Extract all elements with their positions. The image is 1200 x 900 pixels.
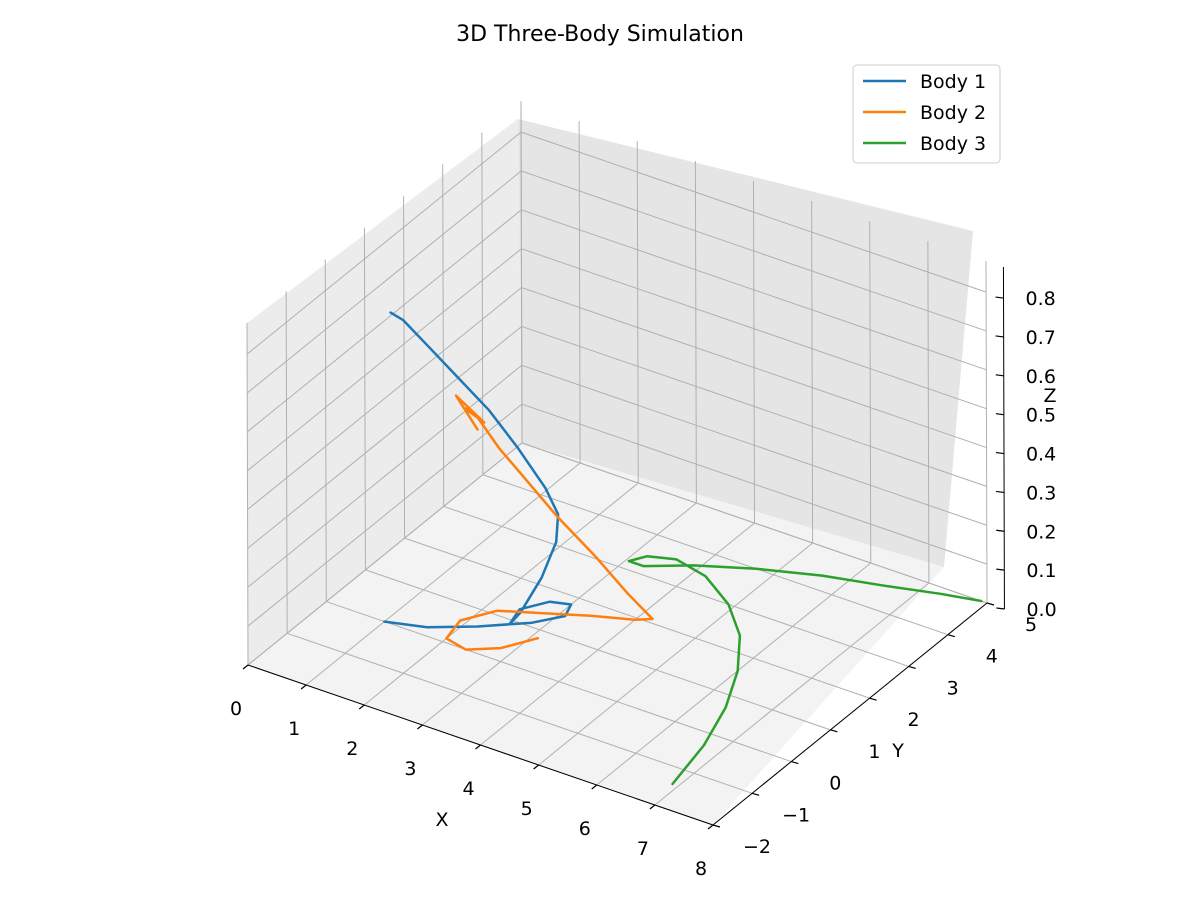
grid-line-z-6 [247,209,987,433]
x-tick-mark-1 [300,684,307,690]
x-tick-label-1: 1 [288,718,300,740]
x-tick-label-0: 0 [230,698,242,720]
axis-labels: X Y Z [435,385,1056,831]
z-tick-mark-8 [995,296,1004,299]
y-tick-label-0: −2 [743,836,771,858]
y-tick-label-5: 3 [947,677,959,699]
chart-title: 3D Three-Body Simulation [456,22,744,47]
z-tick-mark-4 [995,451,1005,455]
x-axis-label: X [435,809,448,831]
grid-line-z-1 [247,403,988,627]
grid-line-z-2 [247,364,987,588]
x-tick-mark-0 [242,664,249,670]
z-tick-label-7: 0.7 [1026,327,1056,349]
z-tick-label-0: 0.0 [1026,599,1056,621]
y-tick-mark-5 [908,665,916,670]
y-tick-mark-6 [947,634,956,638]
z-tick-mark-1 [996,568,1005,571]
x-tick-label-8: 8 [695,858,707,880]
y-tick-label-1: −1 [782,804,810,826]
grid-line-z-8 [246,131,987,355]
y-axis-line [712,602,988,826]
x-tick-mark-4 [475,744,481,750]
y-tick-label-2: 0 [829,773,841,795]
grid-line-z-0 [247,442,988,666]
z-axis-label: Z [1043,385,1056,407]
legend: Body 1 Body 2 Body 3 [852,64,1001,164]
grid-line-z-4 [247,286,987,510]
x-tick-label-7: 7 [637,838,649,860]
axes [242,266,1005,830]
y-tick-mark-4 [869,697,877,701]
series-line-body-1 [383,311,573,629]
z-tick-mark-7 [995,335,1004,338]
x-tick-mark-5 [533,764,539,770]
y-tick-label-4: 2 [908,709,920,731]
x-tick-label-3: 3 [404,758,416,780]
z-tick-mark-6 [995,374,1004,377]
z-tick-mark-3 [996,490,1005,494]
back-pane [518,119,973,567]
y-tick-mark-7 [986,602,995,606]
x-tick-mark-6 [591,784,598,790]
grid-line-z-5 [247,248,987,472]
grid-line-z-7 [246,170,987,394]
y-tick-mark-1 [751,792,760,796]
x-tick-label-2: 2 [346,738,358,760]
y-axis-label: Y [891,740,904,762]
series-lines [383,311,983,786]
x-tick-label-4: 4 [462,778,474,800]
x-tick-mark-8 [707,824,714,830]
z-tick-label-8: 0.8 [1026,288,1056,310]
x-tick-mark-7 [649,804,656,810]
axis-panes [247,119,973,825]
series-line-body-2 [445,394,654,651]
legend-label-body-2: Body 2 [920,102,986,124]
y-tick-label-3: 1 [868,741,880,763]
x-tick-label-6: 6 [579,818,591,840]
z-tick-label-4: 0.4 [1026,444,1056,466]
z-tick-mark-5 [995,413,1004,416]
z-tick-label-3: 0.3 [1026,482,1056,504]
z-tick-label-1: 0.1 [1026,560,1056,582]
z-tick-mark-2 [996,529,1005,532]
y-tick-label-7: 5 [1025,614,1037,636]
left-pane [247,119,522,665]
legend-label-body-3: Body 3 [920,133,986,155]
legend-label-body-1: Body 1 [920,71,986,93]
series-line-body-3 [627,554,983,786]
z-axis-line [1002,266,1005,610]
z-tick-label-6: 0.6 [1026,366,1056,388]
x-tick-mark-2 [358,704,365,710]
y-tick-mark-2 [791,760,799,765]
z-tick-label-2: 0.2 [1026,521,1056,543]
y-tick-label-6: 4 [986,646,998,668]
y-tick-mark-3 [830,729,838,733]
floor-pane [248,443,944,825]
z-tick-mark-0 [996,607,1005,610]
legend-box [852,64,1001,164]
tick-labels: 012345678−2−10123450.00.10.20.30.40.50.6… [230,288,1057,880]
y-tick-mark-0 [712,824,721,828]
grid-line-z-3 [247,325,987,549]
z-tick-label-5: 0.5 [1026,405,1056,427]
x-tick-label-5: 5 [521,798,533,820]
x-tick-mark-3 [417,724,423,730]
